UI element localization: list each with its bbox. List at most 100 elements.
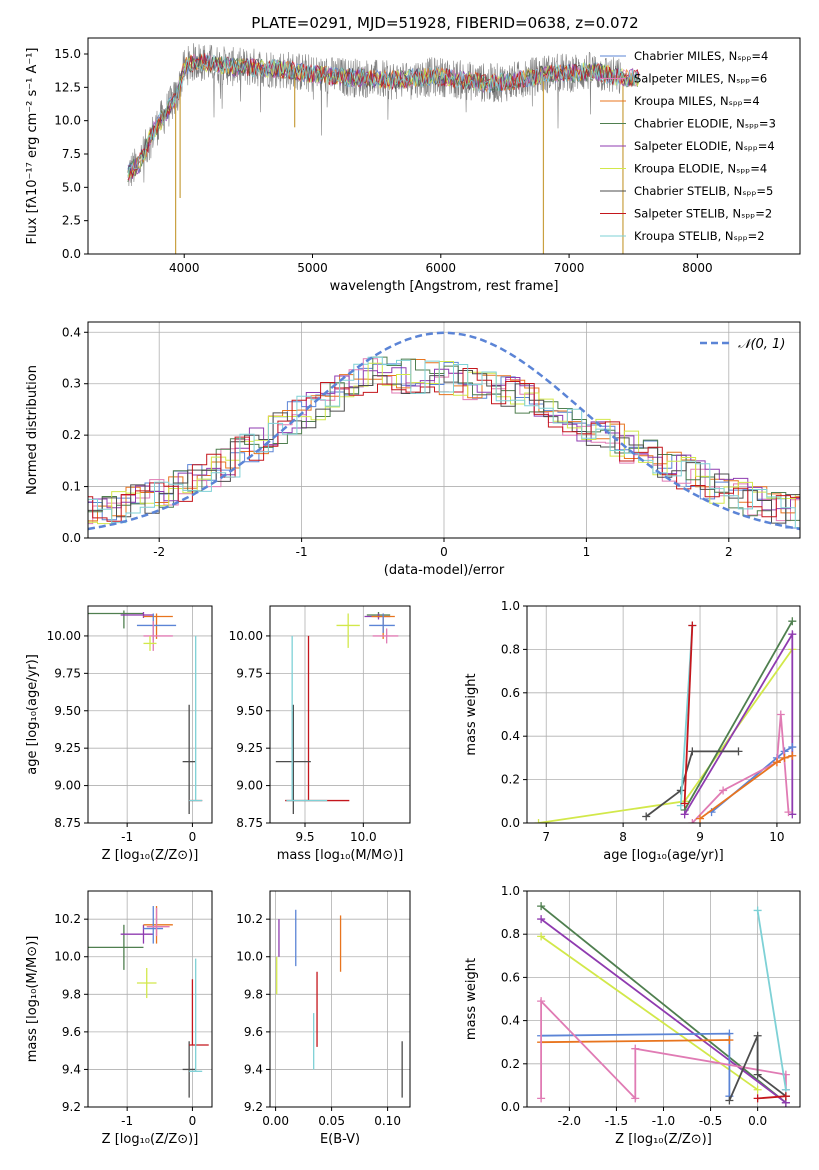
data-point-marker <box>696 814 705 823</box>
y-tick-label: 9.2 <box>62 1100 81 1114</box>
x-tick-label: 8000 <box>682 261 713 275</box>
y-tick-label: 9.4 <box>62 1062 81 1076</box>
axes-frame <box>269 605 411 824</box>
x-axis-label: wavelength [Angstrom, rest frame] <box>330 279 559 294</box>
y-tick-label: 9.50 <box>236 704 263 718</box>
x-tick-label: -1 <box>296 545 308 559</box>
data-point-marker <box>788 617 797 626</box>
x-tick-label: -1.5 <box>605 1114 628 1128</box>
y-tick-label: 0.2 <box>501 1057 520 1071</box>
x-tick-label: -1 <box>121 830 133 844</box>
data-point-marker <box>784 808 793 817</box>
axes-frame <box>526 890 801 1108</box>
data-point-marker <box>688 747 697 756</box>
x-tick-label: 5000 <box>297 261 328 275</box>
y-tick-label: 0.1 <box>62 480 81 494</box>
legend-label: Chabrier MILES, Nₛₚₚ=4 <box>634 49 768 63</box>
y-tick-label: 9.00 <box>236 779 263 793</box>
y-tick-label: 9.75 <box>236 666 263 680</box>
plot-area <box>537 902 790 1107</box>
y-tick-label: 0.6 <box>501 970 520 984</box>
data-point-marker <box>753 1085 762 1094</box>
y-tick-label: 0.2 <box>501 773 520 787</box>
data-point-marker <box>776 710 785 719</box>
series-line <box>699 754 793 820</box>
data-point-marker <box>788 743 797 752</box>
data-point-marker <box>688 819 697 823</box>
x-tick-label: 1 <box>583 545 591 559</box>
y-tick-label: 10.0 <box>54 114 81 128</box>
plot-area <box>275 611 399 815</box>
y-tick-label: 8.75 <box>236 816 263 830</box>
x-tick-label: 2 <box>725 545 733 559</box>
plot-area <box>534 617 797 823</box>
plot-area <box>276 909 403 1098</box>
y-tick-label: 0.8 <box>501 642 520 656</box>
data-point-marker <box>537 1094 546 1103</box>
y-tick-label: 0.0 <box>501 816 520 830</box>
y-tick-label: 9.25 <box>236 741 263 755</box>
data-point-marker <box>680 799 689 808</box>
histogram-step-line <box>88 368 800 522</box>
y-tick-label: 0.4 <box>501 729 520 743</box>
data-point-marker <box>753 1070 762 1079</box>
y-tick-label: 9.75 <box>54 666 81 680</box>
data-point-marker <box>537 902 546 911</box>
y-tick-label: 1.0 <box>501 599 520 613</box>
y-axis-label: mass weight <box>464 958 479 1040</box>
y-tick-label: 9.4 <box>244 1062 263 1076</box>
data-point-marker <box>788 751 797 760</box>
data-point-marker <box>680 810 689 819</box>
series-line <box>645 750 739 818</box>
y-axis-label: Flux [fλ10⁻¹⁷ erg cm⁻² s⁻¹ A⁻¹] <box>25 48 40 245</box>
y-tick-label: 9.25 <box>54 741 81 755</box>
x-tick-label: 8 <box>619 830 627 844</box>
y-tick-label: 0.2 <box>62 428 81 442</box>
y-tick-label: 7.5 <box>62 147 81 161</box>
x-tick-label: 0.10 <box>374 1114 401 1128</box>
x-axis-label: Z [log₁₀(Z/Z⊙)] <box>102 848 199 863</box>
data-point-marker <box>537 997 546 1006</box>
y-axis-label: mass [log₁₀(M/M⊙)] <box>25 936 40 1063</box>
model-spectrum-line <box>127 53 640 181</box>
y-tick-label: 8.75 <box>54 816 81 830</box>
panel-mass-vs-z: -1 0 9.2 9.4 9.6 9.8 10.0 10.2 Z [log₁₀(Z/Z⊙)] ma… <box>25 890 213 1147</box>
data-point-marker <box>631 1044 640 1053</box>
x-tick-label: 10 <box>769 830 784 844</box>
axes-frame <box>269 890 411 1108</box>
plot-area <box>127 43 640 254</box>
data-point-marker <box>781 1092 790 1101</box>
data-point-marker <box>537 915 546 924</box>
x-tick-label: 6000 <box>426 261 457 275</box>
model-spectrum-line <box>127 54 640 177</box>
x-tick-label: 9.5 <box>295 830 314 844</box>
series-line <box>683 630 794 815</box>
y-tick-label: 0.0 <box>62 531 81 545</box>
x-tick-label: 0 <box>440 545 448 559</box>
data-point-marker <box>688 621 697 630</box>
data-point-marker <box>719 786 728 795</box>
y-tick-label: 9.8 <box>62 987 81 1001</box>
panel-weight-vs-age: 7 8 9 10 0.0 0.2 0.4 0.6 0.8 1.0 age [log₁₀(age/yr… <box>464 599 801 863</box>
legend-label: Salpeter ELODIE, Nₛₚₚ=4 <box>634 139 775 153</box>
y-tick-label: 0.0 <box>62 247 81 261</box>
panel-weight-vs-z: -2.0 -1.5 -1.0 -0.5 0.0 0.0 0.2 0.4 0.6 0.8 1.0 Z [… <box>464 884 801 1147</box>
x-axis-label: age [log₁₀(age/yr)] <box>603 848 724 863</box>
y-tick-label: 10.2 <box>236 912 263 926</box>
series-line <box>540 918 787 1104</box>
series-line <box>683 620 794 811</box>
y-tick-label: 10.00 <box>47 629 81 643</box>
axes-frame <box>526 605 801 824</box>
series-line <box>540 935 759 1091</box>
x-tick-label: 7 <box>542 830 550 844</box>
observed-spectrum-line <box>127 43 621 187</box>
x-tick-label: 0.0 <box>748 1114 767 1128</box>
panel-mass-vs-ebv: 0.00 0.05 0.10 9.2 9.4 9.6 9.8 10.0 10.2 E(B-V) <box>236 890 411 1147</box>
normal-reference-curve <box>88 331 800 531</box>
axes-frame <box>87 890 213 1108</box>
series-line <box>756 910 787 1090</box>
legend-label: 𝒩(0, 1) <box>738 337 785 352</box>
y-tick-label: 2.5 <box>62 214 81 228</box>
legend-label: Kroupa STELIB, Nₛₚₚ=2 <box>634 229 765 243</box>
data-point-marker <box>725 1096 734 1105</box>
